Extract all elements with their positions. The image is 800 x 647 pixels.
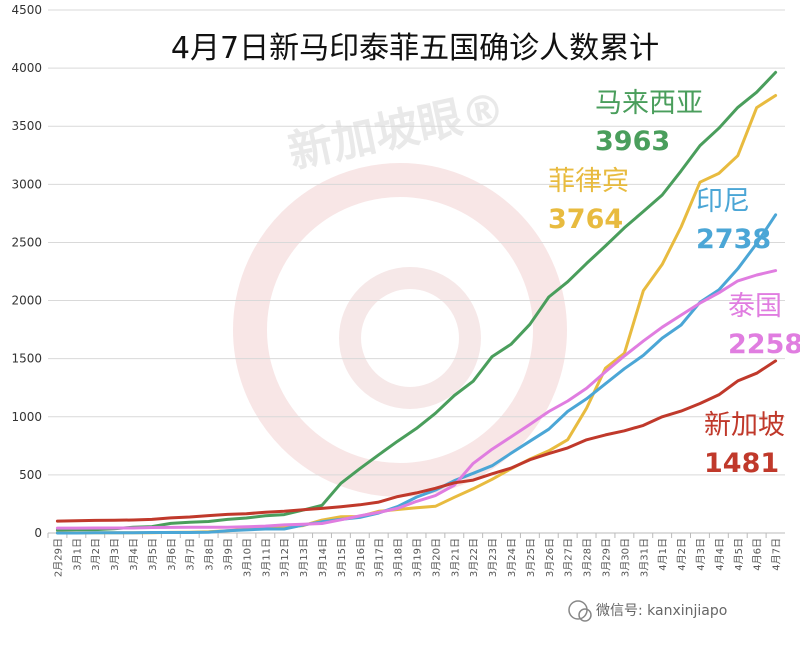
- x-axis-ticks: 2月29日 3月1日 3月2日 3月3日 3月4日 3月5日 3月6日 3月7日 3月8日 3月9…: [47, 533, 783, 577]
- x-tick-label: 3月31日: [638, 538, 650, 577]
- wechat-id: 微信号: kanxinjiapo: [596, 603, 727, 619]
- y-tick-label: 3000: [11, 177, 42, 191]
- x-tick-label: 3月22日: [468, 538, 480, 577]
- wechat-icon-small: [578, 608, 592, 622]
- series-name-label: 泰国: [728, 291, 782, 322]
- y-tick-label: 1500: [11, 352, 42, 366]
- x-tick-label: 3月4日: [128, 538, 140, 571]
- x-tick-label: 3月25日: [525, 538, 537, 577]
- x-tick-label: 4月7日: [771, 538, 783, 571]
- x-tick-label: 3月3日: [109, 538, 121, 571]
- grid: [48, 9, 785, 534]
- x-tick-label: 3月14日: [317, 538, 329, 577]
- series-name-label: 印尼: [696, 186, 750, 217]
- series-line: [55, 269, 778, 530]
- y-tick-label: 1000: [11, 410, 42, 424]
- y-tick-label: 2500: [11, 235, 42, 249]
- x-tick-label: 3月19日: [412, 538, 424, 577]
- series-value-label: 1481: [704, 448, 779, 479]
- series-line: [55, 70, 778, 532]
- x-tick-label: 3月13日: [298, 538, 310, 577]
- x-tick-label: 3月6日: [166, 538, 178, 571]
- x-tick-label: 3月12日: [279, 538, 291, 577]
- x-tick-label: 3月18日: [393, 538, 405, 577]
- x-tick-label: 3月8日: [204, 538, 216, 571]
- x-tick-label: 3月5日: [147, 538, 159, 571]
- y-tick-label: 500: [19, 468, 42, 482]
- series-name-label: 新加坡: [704, 410, 785, 441]
- x-tick-label: 4月5日: [733, 538, 745, 571]
- series-value-label: 2738: [696, 224, 771, 255]
- watermark-magnifier-icon: [339, 267, 481, 409]
- series-line: [55, 359, 778, 523]
- y-tick-label: 2000: [11, 294, 42, 308]
- watermark-ring-icon: [233, 163, 567, 497]
- series-name-label: 马来西亚: [595, 88, 703, 119]
- series-labels: 马来西亚 3963 菲律宾 3764 印尼 2738 泰国 2258 新加坡 1481: [548, 88, 800, 479]
- x-tick-label: 4月3日: [695, 538, 707, 571]
- x-tick-label: 3月28日: [582, 538, 594, 577]
- series-name-label: 菲律宾: [548, 166, 629, 197]
- x-tick-label: 3月30日: [619, 538, 631, 577]
- x-tick-label: 3月7日: [185, 538, 197, 571]
- series-value-label: 3963: [595, 126, 670, 157]
- wechat-footer: 微信号: kanxinjiapo: [568, 600, 727, 622]
- x-tick-label: 4月1日: [657, 538, 669, 571]
- x-tick-label: 3月15日: [336, 538, 348, 577]
- x-tick-label: 3月10日: [241, 538, 253, 577]
- x-tick-label: 3月17日: [374, 538, 386, 577]
- series-line: [55, 213, 778, 535]
- x-tick-label: 3月20日: [430, 538, 442, 577]
- watermark: 新加坡眼®: [233, 83, 567, 497]
- y-tick-label: 0: [34, 526, 42, 540]
- chart-title: 4月7日新马印泰菲五国确诊人数累计: [171, 31, 659, 66]
- x-tick-label: 3月27日: [563, 538, 575, 577]
- x-tick-label: 3月26日: [544, 538, 556, 577]
- series-lines: [55, 70, 778, 535]
- x-tick-label: 3月11日: [260, 538, 272, 577]
- y-tick-label: 4500: [11, 3, 42, 17]
- x-tick-label: 3月29日: [600, 538, 612, 577]
- x-tick-label: 3月24日: [506, 538, 518, 577]
- x-tick-label: 4月6日: [752, 538, 764, 571]
- x-tick-label: 4月4日: [714, 538, 726, 571]
- wechat-icon: [568, 600, 588, 620]
- x-tick-label: 3月1日: [71, 538, 83, 571]
- y-tick-label: 4000: [11, 61, 42, 75]
- x-tick-label: 3月21日: [449, 538, 461, 577]
- series-value-label: 3764: [548, 204, 623, 235]
- y-axis-ticks: 0 500 1000 1500 2000 2500 3000 3500 4000 4500: [11, 3, 42, 540]
- x-tick-label: 2月29日: [52, 538, 64, 577]
- x-tick-label: 3月9日: [223, 538, 235, 571]
- x-tick-label: 3月16日: [355, 538, 367, 577]
- x-tick-label: 3月2日: [90, 538, 102, 571]
- x-tick-label: 3月23日: [487, 538, 499, 577]
- series-value-label: 2258: [728, 329, 800, 360]
- y-tick-label: 3500: [11, 119, 42, 133]
- x-tick-label: 4月2日: [676, 538, 688, 571]
